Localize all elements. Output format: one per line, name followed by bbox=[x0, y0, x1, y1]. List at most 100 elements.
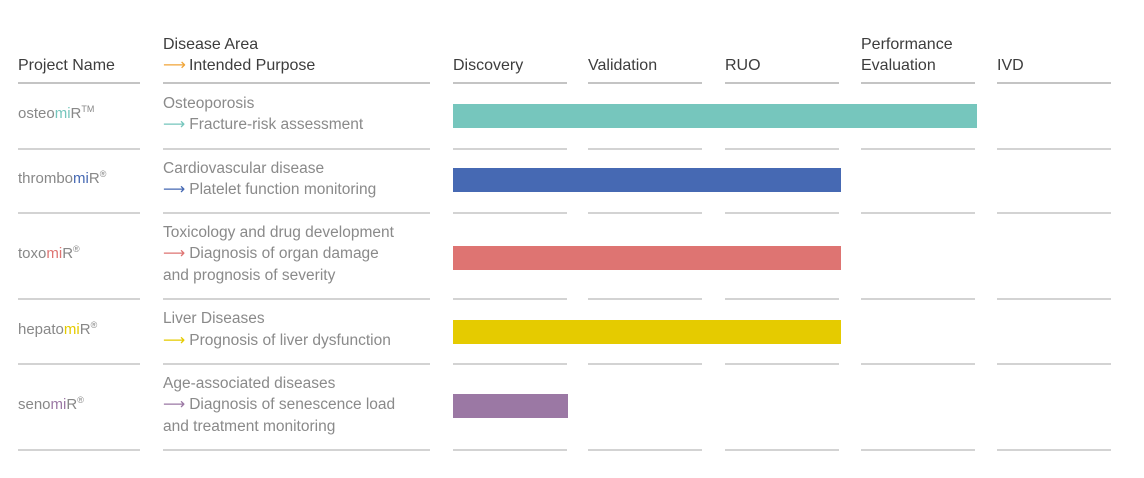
arrow-right-icon: ⟶ bbox=[163, 245, 185, 263]
header-project-name: Project Name bbox=[18, 57, 115, 74]
header-rule-stage-5 bbox=[997, 82, 1111, 84]
stage-header-ruo: RUO bbox=[725, 57, 761, 74]
project-name-prefix: osteo bbox=[18, 105, 55, 122]
row-rule-disease bbox=[163, 363, 430, 365]
row-rule-stage-4 bbox=[861, 449, 975, 451]
row-rule-stage-4 bbox=[861, 148, 975, 150]
row-rule-stage-2 bbox=[588, 298, 702, 300]
row-rule-project bbox=[18, 298, 140, 300]
row-rule-project bbox=[18, 148, 140, 150]
arrow-right-icon: ⟶ bbox=[163, 57, 186, 74]
intended-purpose-label: Diagnosis of senescence load bbox=[189, 396, 396, 414]
row-rule-stage-5 bbox=[997, 363, 1111, 365]
disease-description: Liver Diseases ⟶ Prognosis of liver dysfun… bbox=[163, 308, 391, 351]
intended-purpose-label: and prognosis of severity bbox=[163, 266, 336, 284]
intended-purpose-text: ⟶ Fracture-risk assessment bbox=[163, 114, 363, 136]
project-name: thrombomiR® bbox=[18, 169, 106, 190]
row-rule-stage-2 bbox=[588, 363, 702, 365]
intended-purpose-label: Prognosis of liver dysfunction bbox=[189, 331, 391, 349]
progress-bar bbox=[453, 104, 977, 128]
row-rule-stage-2 bbox=[588, 212, 702, 214]
row-rule-stage-5 bbox=[997, 298, 1111, 300]
header-intended-purpose-label: Intended Purpose bbox=[188, 57, 316, 74]
intended-purpose-label: Fracture-risk assessment bbox=[189, 116, 364, 133]
row-rule-stage-3 bbox=[725, 298, 839, 300]
disease-description: Age-associated diseases ⟶ Diagnosis of sen… bbox=[163, 373, 395, 438]
header-rule-stage-1 bbox=[453, 82, 567, 84]
row-rule-stage-4 bbox=[861, 363, 975, 365]
intended-purpose-text: ⟶ Diagnosis of organ damage bbox=[163, 243, 394, 265]
project-name-accent: mi bbox=[73, 170, 89, 187]
project-name-prefix: toxo bbox=[18, 245, 47, 262]
disease-description: Cardiovascular disease ⟶ Platelet function… bbox=[163, 158, 376, 201]
project-name-prefix: thrombo bbox=[18, 170, 74, 187]
project-name-suffix: R bbox=[70, 105, 82, 122]
project-name: toxomiR® bbox=[18, 244, 80, 265]
project-name-suffix: R bbox=[66, 396, 78, 413]
arrow-right-icon: ⟶ bbox=[163, 181, 185, 198]
row-rule-disease bbox=[163, 449, 430, 451]
header-intended-purpose: ⟶ Intended Purpose bbox=[163, 55, 315, 76]
stage-header-ivd: IVD bbox=[997, 57, 1024, 74]
project-name-accent: mi bbox=[46, 245, 63, 262]
trademark-mark: TM bbox=[81, 104, 95, 114]
progress-bar bbox=[453, 320, 841, 344]
progress-bar bbox=[453, 168, 841, 192]
trademark-mark: ® bbox=[99, 169, 107, 179]
row-rule-stage-5 bbox=[997, 148, 1111, 150]
project-name-suffix: R bbox=[62, 245, 74, 262]
stage-header-validation: Validation bbox=[588, 57, 658, 74]
header-rule-project bbox=[18, 82, 140, 84]
disease-area-text: Osteoporosis bbox=[163, 94, 255, 112]
stage-header-performance-evaluation: Performance Evaluation bbox=[861, 36, 953, 74]
intended-purpose-text: ⟶ Diagnosis of senescence load bbox=[163, 394, 395, 416]
header-disease-area: Disease Area bbox=[163, 36, 259, 53]
intended-purpose-label: Platelet function monitoring bbox=[189, 181, 377, 198]
row-rule-disease bbox=[163, 148, 430, 150]
row-rule-stage-3 bbox=[725, 449, 839, 451]
disease-description: Toxicology and drug development ⟶ Diagnosi… bbox=[163, 222, 394, 287]
intended-purpose-text: ⟶ Platelet function monitoring bbox=[163, 179, 376, 201]
progress-bar bbox=[453, 246, 841, 270]
disease-area-text: Toxicology and drug development bbox=[163, 223, 394, 241]
intended-purpose-label: Diagnosis of organ damage bbox=[189, 245, 379, 263]
arrow-right-icon: ⟶ bbox=[163, 331, 185, 349]
disease-area-text: Cardiovascular disease bbox=[163, 159, 325, 177]
project-name: hepatomiR® bbox=[18, 320, 97, 341]
row-rule-stage-2 bbox=[588, 148, 702, 150]
project-name-prefix: hepato bbox=[18, 320, 64, 338]
project-name-prefix: seno bbox=[18, 396, 51, 413]
project-name: osteomiRTM bbox=[18, 104, 94, 125]
row-rule-stage-1 bbox=[453, 449, 567, 451]
project-name-accent: mi bbox=[63, 320, 80, 338]
disease-area-text: Liver Diseases bbox=[163, 310, 265, 327]
header-rule-stage-4 bbox=[861, 82, 975, 84]
intended-purpose-continuation: and treatment monitoring bbox=[163, 416, 395, 438]
arrow-right-icon: ⟶ bbox=[163, 116, 185, 133]
row-rule-stage-1 bbox=[453, 298, 567, 300]
row-rule-stage-3 bbox=[725, 363, 839, 365]
stage-header-discovery: Discovery bbox=[453, 57, 524, 74]
trademark-mark: ® bbox=[90, 319, 98, 330]
trademark-mark: ® bbox=[77, 395, 84, 405]
row-rule-stage-5 bbox=[997, 449, 1111, 451]
row-rule-project bbox=[18, 363, 140, 365]
intended-purpose-continuation: and prognosis of severity bbox=[163, 265, 394, 287]
project-name-suffix: R bbox=[88, 170, 100, 187]
header-rule-stage-2 bbox=[588, 82, 702, 84]
row-rule-stage-2 bbox=[588, 449, 702, 451]
row-rule-stage-3 bbox=[725, 148, 839, 150]
row-rule-disease bbox=[163, 298, 430, 300]
header-rule-stage-3 bbox=[725, 82, 839, 84]
row-rule-project bbox=[18, 449, 140, 451]
intended-purpose-label: and treatment monitoring bbox=[163, 417, 336, 435]
row-rule-stage-4 bbox=[861, 212, 975, 214]
row-rule-disease bbox=[163, 212, 430, 214]
row-rule-stage-5 bbox=[997, 212, 1111, 214]
trademark-mark: ® bbox=[73, 244, 80, 254]
disease-description: Osteoporosis ⟶ Fracture-risk assessment bbox=[163, 93, 363, 136]
project-name-accent: mi bbox=[50, 396, 67, 413]
disease-area-text: Age-associated diseases bbox=[163, 374, 336, 392]
header-rule-disease bbox=[163, 82, 430, 84]
